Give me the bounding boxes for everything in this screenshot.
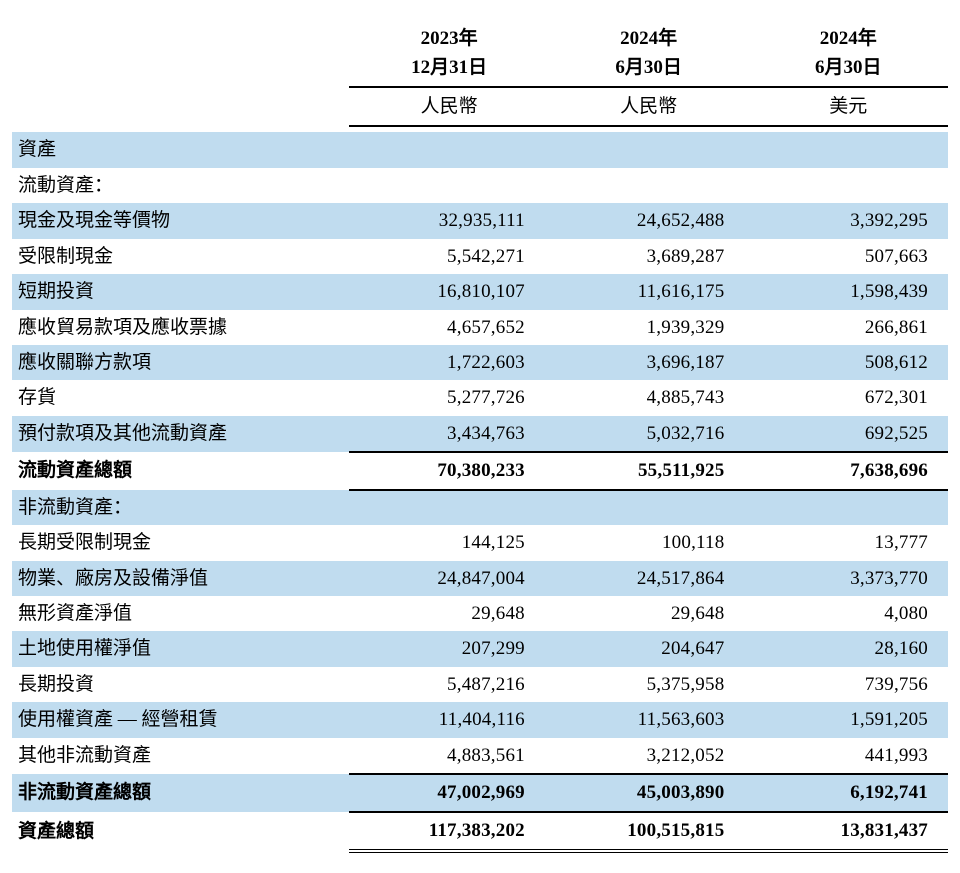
row-restricted: 受限制現金 5,542,271 3,689,287 507,663 (12, 239, 948, 274)
col1-date: 12月31日 (349, 53, 549, 86)
col3-date: 6月30日 (748, 53, 948, 86)
row-prepaid: 預付款項及其他流動資產 3,434,763 5,032,716 692,525 (12, 416, 948, 452)
header-year-row: 2023年 2024年 2024年 (12, 20, 948, 53)
header-currency-row: 人民幣 人民幣 美元 (12, 87, 948, 126)
row-total-noncurrent: 非流動資產總額 47,002,969 45,003,890 6,192,741 (12, 774, 948, 811)
section-current-assets: 流動資產： (12, 168, 948, 203)
row-intangible: 無形資產淨值 29,648 29,648 4,080 (12, 596, 948, 631)
col3-currency: 美元 (748, 87, 948, 126)
row-total-current: 流動資產總額 70,380,233 55,511,925 7,638,696 (12, 452, 948, 489)
col3-year: 2024年 (748, 20, 948, 53)
header-date-row: 12月31日 6月30日 6月30日 (12, 53, 948, 86)
row-rou: 使用權資產 — 經營租賃 11,404,116 11,563,603 1,591… (12, 702, 948, 737)
row-cash: 現金及現金等價物 32,935,111 24,652,488 3,392,295 (12, 203, 948, 238)
row-short-invest: 短期投資 16,810,107 11,616,175 1,598,439 (12, 274, 948, 309)
row-lt-restricted: 長期受限制現金 144,125 100,118 13,777 (12, 525, 948, 560)
row-ppe: 物業、廠房及設備淨值 24,847,004 24,517,864 3,373,7… (12, 561, 948, 596)
col2-date: 6月30日 (549, 53, 749, 86)
col2-year: 2024年 (549, 20, 749, 53)
row-lt-invest: 長期投資 5,487,216 5,375,958 739,756 (12, 667, 948, 702)
row-related-recv: 應收關聯方款項 1,722,603 3,696,187 508,612 (12, 345, 948, 380)
col2-currency: 人民幣 (549, 87, 749, 126)
balance-sheet-table: 2023年 2024年 2024年 12月31日 6月30日 6月30日 人民幣… (12, 20, 948, 853)
row-inventory: 存貨 5,277,726 4,885,743 672,301 (12, 380, 948, 415)
row-receivables: 應收貿易款項及應收票據 4,657,652 1,939,329 266,861 (12, 310, 948, 345)
section-assets: 資產 (12, 132, 948, 167)
row-land: 土地使用權淨值 207,299 204,647 28,160 (12, 631, 948, 666)
row-other-nc: 其他非流動資產 4,883,561 3,212,052 441,993 (12, 738, 948, 774)
col1-year: 2023年 (349, 20, 549, 53)
section-noncurrent-assets: 非流動資產： (12, 490, 948, 525)
col1-currency: 人民幣 (349, 87, 549, 126)
